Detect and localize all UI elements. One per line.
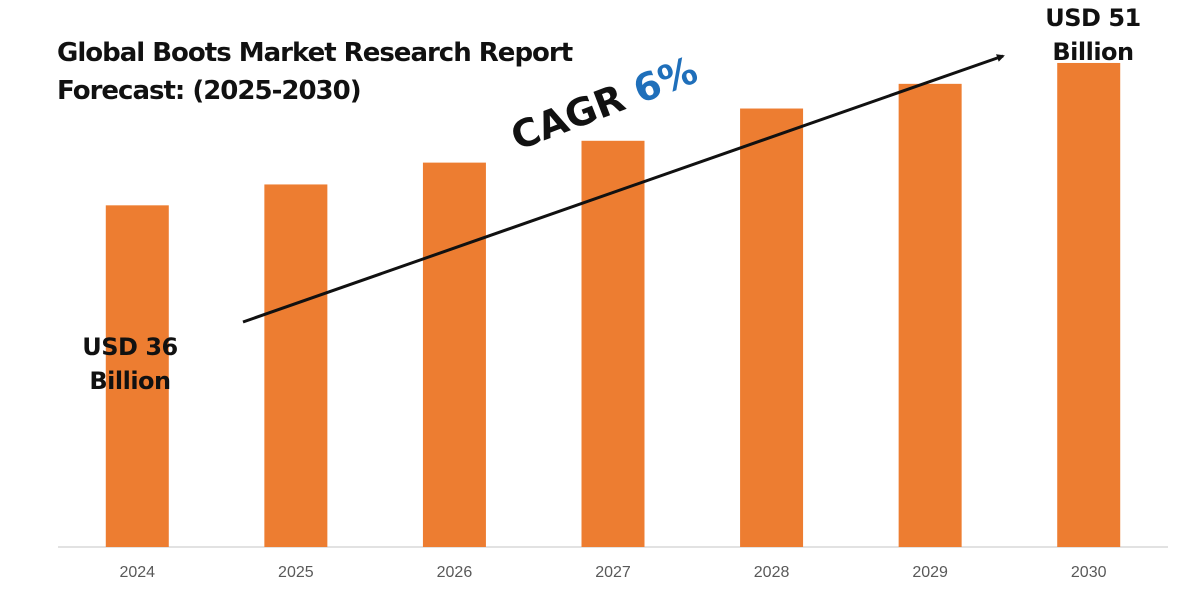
end-value-line-1: USD 51 xyxy=(1045,4,1141,32)
chart-title: Global Boots Market Research Report Fore… xyxy=(57,34,573,110)
start-value-annotation: USD 36 Billion xyxy=(78,330,182,398)
bar-2024 xyxy=(105,205,169,547)
x-tick-label-2026: 2026 xyxy=(437,564,473,581)
start-value-line-1: USD 36 xyxy=(82,333,178,361)
x-tick-label-2030: 2030 xyxy=(1071,564,1107,581)
x-tick-label-2028: 2028 xyxy=(754,564,790,581)
bar-2028 xyxy=(740,108,804,548)
bar-2027 xyxy=(581,140,645,547)
trend-arrow xyxy=(242,54,1005,324)
bar-group xyxy=(105,62,1121,548)
end-value-annotation: USD 51 Billion xyxy=(1036,1,1150,69)
end-value-line-2: Billion xyxy=(1052,38,1134,66)
x-tick-label-2029: 2029 xyxy=(912,564,948,581)
x-tick-label-2025: 2025 xyxy=(278,564,314,581)
chart-title-line-1: Global Boots Market Research Report xyxy=(57,38,573,68)
bar-2030 xyxy=(1057,62,1121,548)
x-tick-label-2024: 2024 xyxy=(119,564,155,581)
x-tick-labels: 2024 2025 2026 2027 2028 2029 2030 xyxy=(119,564,1106,581)
bar-2029 xyxy=(898,83,962,548)
start-value-line-2: Billion xyxy=(89,367,171,395)
chart-title-line-2: Forecast: (2025-2030) xyxy=(57,76,362,106)
x-tick-label-2027: 2027 xyxy=(595,564,631,581)
bar-2026 xyxy=(422,162,486,548)
bar-2025 xyxy=(264,184,328,547)
